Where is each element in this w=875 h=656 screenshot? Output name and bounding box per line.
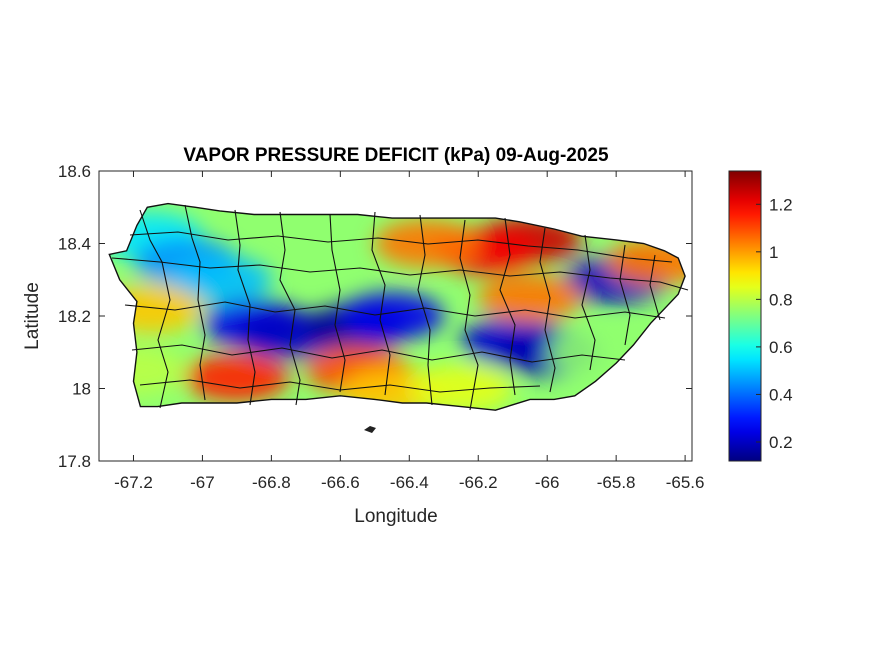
x-tick-label: -66.8: [252, 473, 291, 492]
offshore-islet: [364, 426, 376, 433]
vpd-sample-blob: [340, 292, 445, 340]
municipality-borders: [108, 202, 689, 411]
municipality-border: [139, 209, 171, 409]
x-axis-label: Longitude: [354, 506, 437, 527]
y-tick-label: 17.8: [58, 452, 91, 471]
municipality-border: [124, 301, 666, 319]
x-axis-ticks: -67.2 -67 -66.8 -66.6 -66.4 -66.2 -66 -65.8 -65.…: [114, 171, 704, 492]
y-tick-label: 18.4: [58, 235, 91, 254]
colorbar-gradient: [729, 171, 761, 461]
x-tick-label: -65.8: [597, 473, 636, 492]
municipality-border: [329, 213, 346, 393]
y-tick-label: 18.6: [58, 162, 91, 181]
municipality-border: [417, 214, 433, 406]
municipality-border: [459, 219, 479, 411]
y-tick-label: 18.2: [58, 307, 91, 326]
x-tick-label: -67.2: [114, 473, 153, 492]
municipality-border: [131, 344, 626, 363]
municipality-border: [234, 209, 256, 406]
x-tick-label: -67: [190, 473, 215, 492]
vpd-sample-blob: [184, 353, 289, 402]
municipality-border: [129, 231, 673, 263]
municipality-border: [139, 379, 541, 393]
colorbar-ticks: 0.2 0.4 0.6 0.8 1 1.2: [756, 195, 793, 452]
municipality-border: [371, 211, 391, 396]
municipality-border: [581, 234, 596, 371]
colorbar-tick-label: 0.6: [769, 338, 793, 357]
x-tick-label: -66.2: [459, 473, 498, 492]
municipality-border: [649, 254, 661, 321]
municipality-border: [619, 244, 631, 346]
colorbar-tick-label: 0.4: [769, 385, 793, 404]
y-tick-label: 18: [72, 380, 91, 399]
chart-title: VAPOR PRESSURE DEFICIT (kPa) 09-Aug-2025: [183, 145, 609, 166]
island-coastline: [108, 202, 686, 411]
colorbar: 0.2 0.4 0.6 0.8 1 1.2: [728, 170, 793, 462]
x-tick-label: -65.6: [666, 473, 705, 492]
x-tick-label: -66: [535, 473, 560, 492]
vpd-field-blobs: [109, 212, 686, 411]
y-axis-label: Latitude: [22, 282, 43, 350]
municipality-border: [111, 257, 689, 291]
vpd-sample-blob: [478, 273, 582, 322]
y-axis-ticks: 17.8 18 18.2 18.4 18.6: [58, 162, 692, 471]
colorbar-tick-label: 0.8: [769, 290, 793, 309]
x-tick-label: -66.4: [390, 473, 429, 492]
colorbar-tick-label: 0.2: [769, 433, 793, 452]
colorbar-frame: [728, 170, 762, 462]
vpd-sample-blob: [409, 364, 513, 411]
x-tick-label: -66.6: [321, 473, 360, 492]
colorbar-tick-label: 1: [769, 243, 778, 262]
municipality-border: [184, 204, 206, 401]
municipality-border: [499, 217, 516, 396]
colorbar-tick-label: 1.2: [769, 195, 793, 214]
vpd-field: [109, 203, 686, 411]
